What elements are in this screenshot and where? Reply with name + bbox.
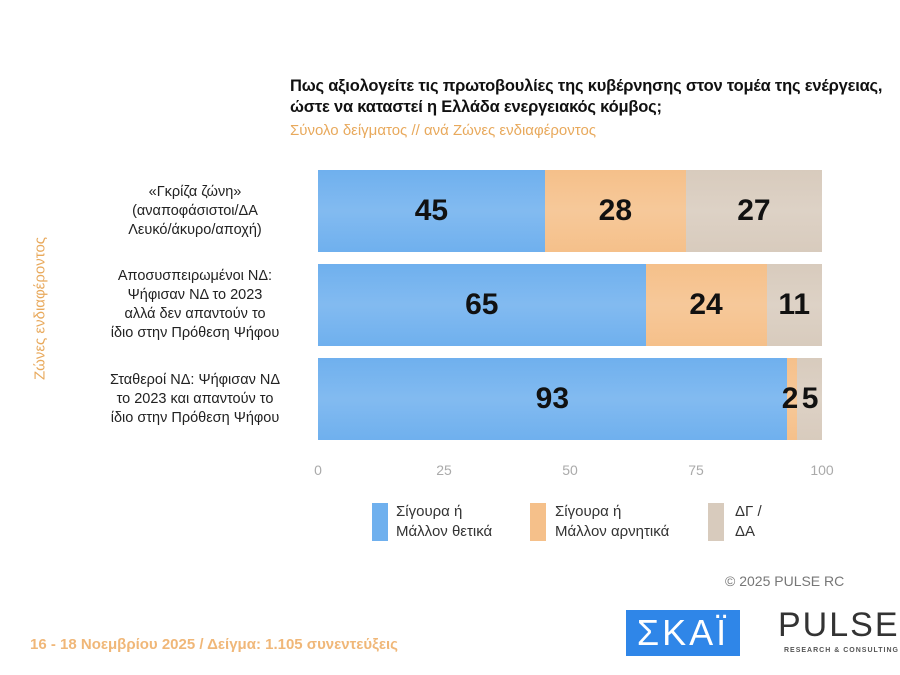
bar-segment: 27 [685,170,822,252]
legend-label: Σίγουρα ή Μάλλον θετικά [396,502,492,542]
skai-logo: ΣΚΑΪ [626,610,740,656]
legend-swatch [372,503,388,541]
legend-label: ΔΓ / ΔΑ [735,502,762,542]
footer-info: 16 - 18 Νοεμβρίου 2025 / Δείγμα: 1.105 σ… [30,636,398,653]
legend-swatch [708,503,724,541]
bar-segment: 11 [766,264,822,346]
category-label-line: ίδιο στην Πρόθεση Ψήφου [110,325,280,341]
x-tick-label: 100 [810,462,834,478]
category-label-line: «Γκρίζα ζώνη» [148,183,242,200]
category-label-line: (αναποφάσιστοι/ΔΑ [132,202,258,219]
legend-swatch [530,503,546,541]
legend-label-line: Μάλλον θετικά [396,523,493,540]
y-axis-title: Ζώνες ενδιαφέροντος [31,236,49,381]
category-label-line: ίδιο στην Πρόθεση Ψήφου [110,409,280,426]
chart-title: Πως αξιολογείτε τις πρωτοβουλίες της κυβ… [290,77,883,116]
data-label: 65 [465,288,499,321]
bar-segment: 5 [796,358,822,440]
bar-segment: 28 [544,170,686,252]
bar-segment: 24 [645,264,767,346]
data-label: 28 [598,194,633,227]
category-label: Σταθεροί ΝΔ: Ψήφισαν ΝΔ το 2023 και απαντ… [80,371,310,428]
x-tick-label: 50 [562,462,578,478]
bar-segment: 45 [318,170,545,252]
data-label: 45 [414,194,449,227]
copyright: © 2025 PULSE RC [725,573,845,589]
category-label-line: Αποσυσπειρωμένοι ΝΔ: [117,268,273,284]
data-label: 5 [801,382,819,415]
category-label-line: Λευκό/άκυρο/αποχή) [128,221,262,238]
data-label: 2 [781,382,799,415]
data-label: 24 [689,288,723,321]
category-label-line: αλλά δεν απαντούν το [124,306,266,322]
category-label: «Γκρίζα ζώνη» (αναποφάσιστοι/ΔΑ Λευκό/άκυρ… [80,183,310,240]
data-label: 11 [778,288,811,321]
chart-subtitle: Σύνολο δείγματος // ανά Ζώνες ενδιαφέρον… [290,122,597,139]
pulse-logo-subtitle: RESEARCH & CONSULTING [784,647,899,654]
pulse-logo: PULSE [778,606,900,644]
category-label-line: Ψήφισαν ΝΔ το 2023 [127,287,263,303]
legend-label-line: ΔΑ [735,523,756,540]
bar-segment: 65 [318,264,646,346]
legend-label-line: Σίγουρα ή [555,503,622,520]
category-label-line: το 2023 και απαντούν το [116,390,274,407]
legend-label: Σίγουρα ή Μάλλον αρνητικά [555,502,669,542]
x-tick-label: 75 [688,462,704,478]
category-label: Αποσυσπειρωμένοι ΝΔ: Ψήφισαν ΝΔ το 2023 αλ… [80,267,310,343]
category-label-line: Σταθεροί ΝΔ: Ψήφισαν ΝΔ [109,371,281,388]
legend-label-line: Σίγουρα ή [396,503,463,520]
x-tick-label: 0 [314,462,322,478]
bar-segment: 93 [318,358,787,440]
data-label: 93 [535,382,570,415]
data-label: 27 [737,194,771,227]
chart-header: Πως αξιολογείτε τις πρωτοβουλίες της κυβ… [290,76,890,140]
legend-label-line: ΔΓ / [735,503,762,520]
x-tick-label: 25 [436,462,452,478]
legend-label-line: Μάλλον αρνητικά [555,523,670,540]
bar-segment: 2 [782,358,798,440]
